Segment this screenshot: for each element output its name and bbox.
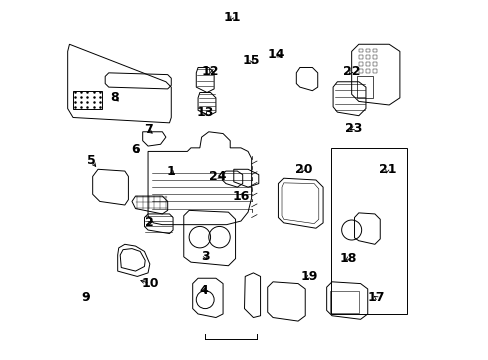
Bar	[358, 62, 363, 66]
Bar	[365, 62, 369, 66]
Text: 7: 7	[143, 123, 152, 136]
Bar	[372, 69, 377, 73]
Text: 6: 6	[131, 143, 140, 156]
Text: 4: 4	[199, 284, 207, 297]
Bar	[358, 69, 363, 73]
Bar	[358, 49, 363, 52]
Bar	[372, 62, 377, 66]
Text: 20: 20	[294, 163, 311, 176]
Bar	[372, 55, 377, 59]
Text: 3: 3	[201, 250, 209, 263]
Text: 14: 14	[267, 49, 285, 62]
Text: 12: 12	[202, 64, 219, 77]
Text: 5: 5	[86, 154, 95, 167]
Text: 13: 13	[196, 105, 213, 119]
Bar	[365, 55, 369, 59]
Text: 16: 16	[232, 190, 249, 203]
Bar	[356, 76, 372, 98]
Bar	[329, 292, 358, 313]
Text: 23: 23	[344, 122, 362, 135]
Bar	[365, 69, 369, 73]
Text: 17: 17	[367, 291, 385, 305]
Text: 24: 24	[208, 170, 226, 183]
Bar	[365, 49, 369, 52]
Text: 1: 1	[166, 165, 175, 177]
Text: 10: 10	[141, 277, 158, 290]
Text: 22: 22	[342, 64, 360, 77]
Text: 21: 21	[378, 163, 395, 176]
Text: 18: 18	[339, 252, 356, 265]
Text: 2: 2	[145, 216, 154, 229]
Bar	[372, 49, 377, 52]
Text: 9: 9	[81, 291, 90, 305]
Text: 8: 8	[110, 91, 118, 104]
Text: 11: 11	[223, 11, 240, 24]
Text: 19: 19	[300, 270, 317, 283]
Bar	[358, 55, 363, 59]
Text: 15: 15	[243, 54, 260, 67]
